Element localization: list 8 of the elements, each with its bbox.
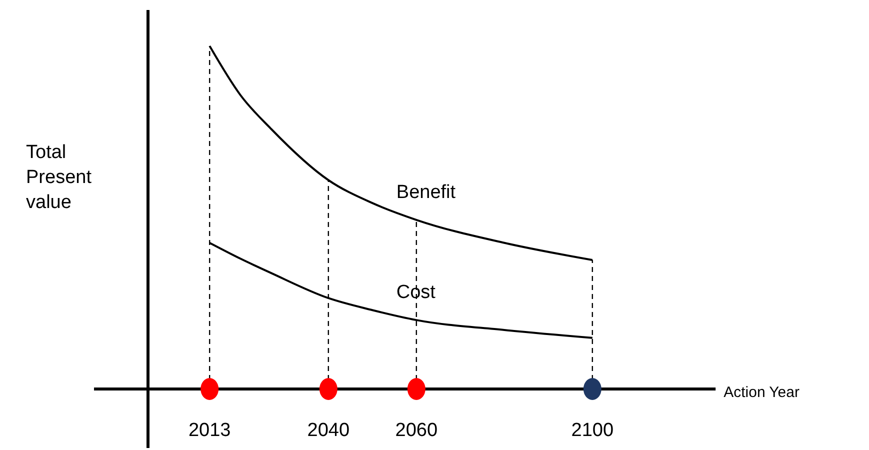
series-label: Cost [396,282,436,304]
y-axis-title: Total Present value [26,142,92,213]
x-tick-label: 2013 [188,420,231,441]
x-axis-title: Action Year [724,384,800,401]
x-tick-label: 2060 [395,420,438,441]
x-tick-label: 2040 [307,420,350,441]
x-tick-label: 2100 [571,420,614,441]
series-label: Benefit [396,182,456,203]
